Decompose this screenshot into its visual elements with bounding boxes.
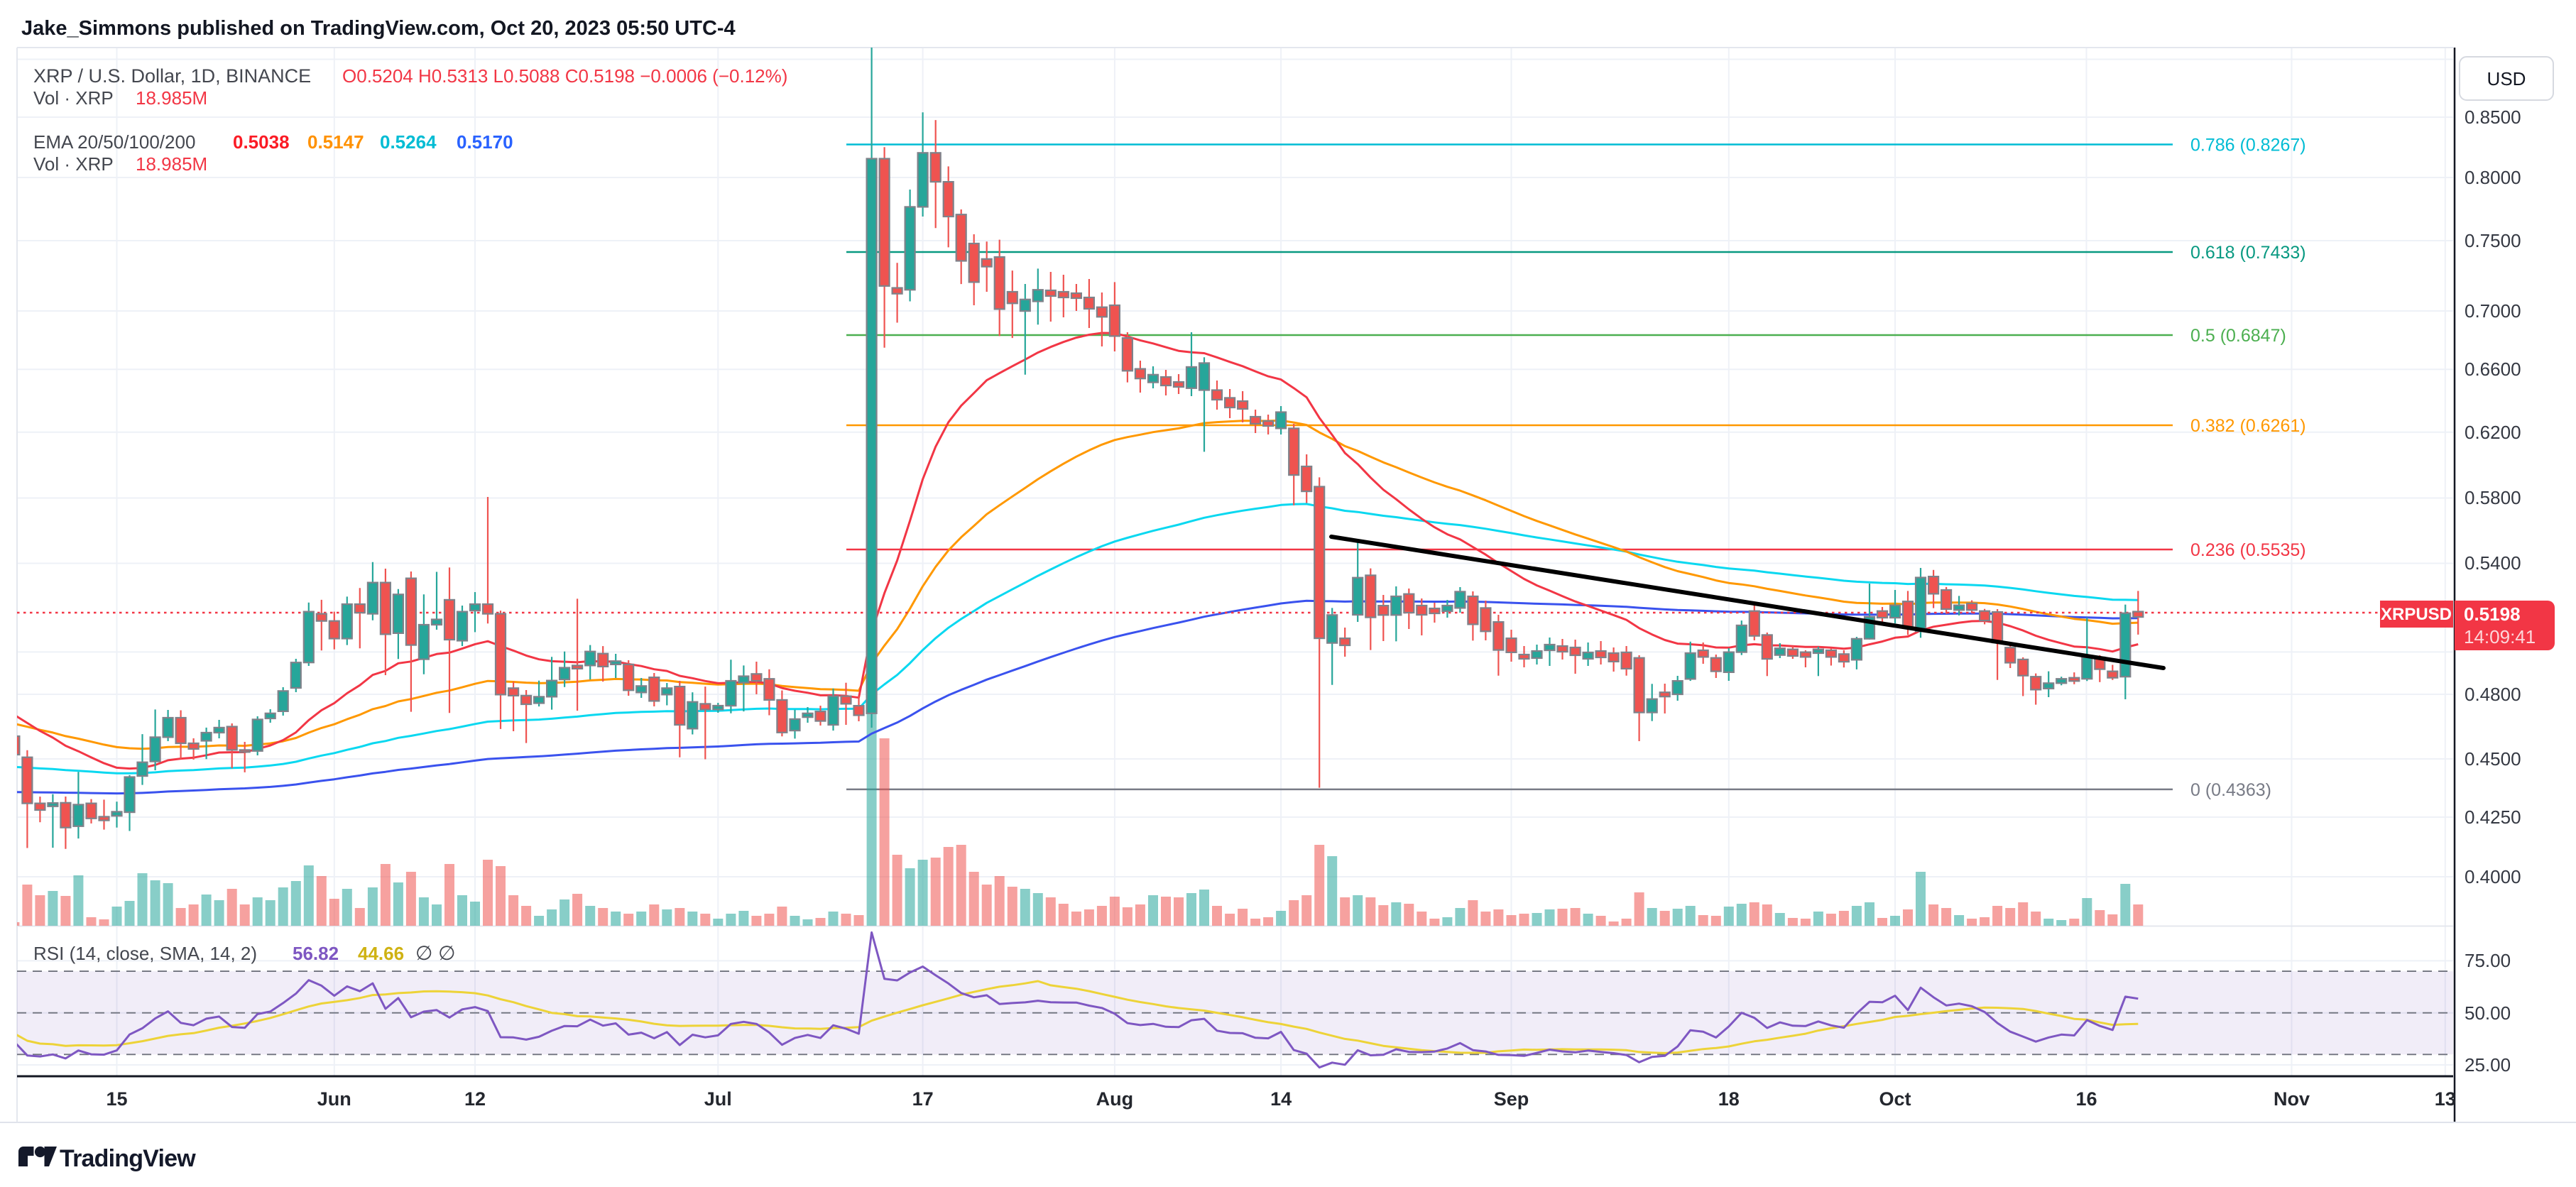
svg-text:0.6600: 0.6600 [2465, 359, 2521, 380]
svg-text:0.8000: 0.8000 [2465, 167, 2521, 188]
svg-text:0.7500: 0.7500 [2465, 230, 2521, 251]
svg-text:0.4250: 0.4250 [2465, 806, 2521, 828]
svg-text:Jul: Jul [704, 1088, 732, 1110]
svg-text:18: 18 [1718, 1088, 1740, 1110]
svg-text:XRP / U.S. Dollar, 1D, BINANCE: XRP / U.S. Dollar, 1D, BINANCE [33, 65, 311, 87]
svg-text:Sep: Sep [1494, 1088, 1529, 1110]
svg-text:0.5170: 0.5170 [457, 131, 513, 153]
svg-text:12: 12 [464, 1088, 486, 1110]
svg-text:16: 16 [2075, 1088, 2097, 1110]
svg-text:TradingView: TradingView [60, 1145, 196, 1172]
svg-text:14: 14 [1270, 1088, 1292, 1110]
svg-text:44.66: 44.66 [358, 943, 404, 964]
svg-text:0.5 (0.6847): 0.5 (0.6847) [2190, 326, 2286, 346]
svg-text:Nov: Nov [2274, 1088, 2310, 1110]
svg-text:Vol · XRP: Vol · XRP [33, 153, 114, 175]
svg-text:0.5264: 0.5264 [380, 131, 437, 153]
svg-text:0.4000: 0.4000 [2465, 866, 2521, 887]
svg-text:0.382 (0.6261): 0.382 (0.6261) [2190, 416, 2306, 436]
svg-text:XRPUSD: XRPUSD [2381, 605, 2452, 624]
svg-text:25.00: 25.00 [2465, 1054, 2511, 1076]
svg-text:Oct: Oct [1879, 1088, 1911, 1110]
svg-text:0.236 (0.5535): 0.236 (0.5535) [2190, 540, 2306, 560]
svg-text:Vol · XRP: Vol · XRP [33, 87, 114, 109]
svg-text:RSI (14, close, SMA, 14, 2): RSI (14, close, SMA, 14, 2) [33, 943, 257, 964]
svg-text:0.7000: 0.7000 [2465, 300, 2521, 322]
svg-text:O0.5204 H0.5313 L0.5088 C0.: O0.5204 H0.5313 L0.5088 C0.5198 −0.0006 … [342, 65, 787, 87]
svg-text:0.5038: 0.5038 [233, 131, 290, 153]
svg-text:13: 13 [2435, 1088, 2456, 1110]
svg-text:Jake_Simmons published on Trad: Jake_Simmons published on TradingView.co… [21, 17, 736, 40]
svg-text:15: 15 [106, 1088, 127, 1110]
svg-text:18.985M: 18.985M [136, 153, 207, 175]
svg-text:∅ ∅: ∅ ∅ [415, 942, 456, 964]
svg-text:0 (0.4363): 0 (0.4363) [2190, 780, 2271, 800]
svg-text:14:09:41: 14:09:41 [2464, 626, 2536, 647]
svg-text:0.5400: 0.5400 [2465, 552, 2521, 574]
svg-text:EMA 20/50/100/200: EMA 20/50/100/200 [33, 131, 195, 153]
svg-text:0.5147: 0.5147 [307, 131, 364, 153]
svg-text:75.00: 75.00 [2465, 950, 2511, 971]
svg-text:0.618 (0.7433): 0.618 (0.7433) [2190, 243, 2306, 263]
svg-text:18.985M: 18.985M [136, 87, 207, 109]
svg-text:Aug: Aug [1096, 1088, 1133, 1110]
svg-text:0.5800: 0.5800 [2465, 487, 2521, 508]
svg-text:0.4500: 0.4500 [2465, 748, 2521, 770]
svg-text:0.8500: 0.8500 [2465, 106, 2521, 128]
svg-text:56.82: 56.82 [293, 943, 339, 964]
svg-text:0.786 (0.8267): 0.786 (0.8267) [2190, 136, 2306, 155]
svg-text:17: 17 [912, 1088, 934, 1110]
svg-text:50.00: 50.00 [2465, 1002, 2511, 1024]
svg-text:Jun: Jun [317, 1088, 351, 1110]
svg-text:0.4800: 0.4800 [2465, 684, 2521, 705]
svg-text:USD: USD [2487, 68, 2526, 89]
svg-text:0.6200: 0.6200 [2465, 422, 2521, 443]
svg-text:0.5198: 0.5198 [2464, 603, 2521, 625]
